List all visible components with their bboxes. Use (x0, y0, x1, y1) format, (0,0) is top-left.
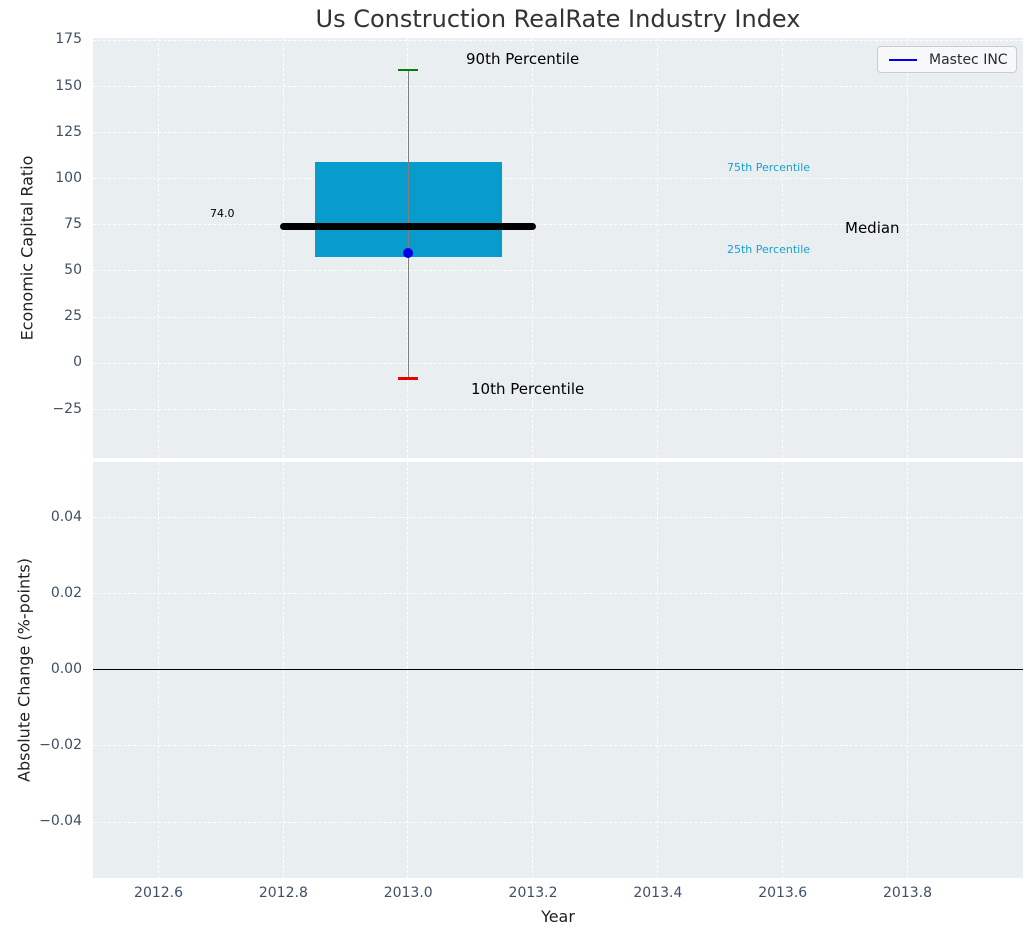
boxplot-p90-cap (397, 68, 419, 72)
gridline-horizontal (93, 516, 1023, 518)
xtick-label: 2012.8 (258, 885, 308, 901)
ytick-label: 0 (73, 354, 82, 371)
xtick-label: 2013.2 (508, 885, 558, 901)
xtick-label: 2013.0 (383, 885, 433, 901)
gridline-horizontal (93, 178, 1023, 180)
boxplot-median-line (280, 223, 537, 231)
gridline-vertical (532, 38, 534, 458)
gridline-horizontal (93, 85, 1023, 87)
ytick-label: 125 (55, 123, 82, 140)
zero-line (93, 669, 1023, 671)
ytick-label: 50 (64, 262, 82, 279)
company-point (403, 248, 414, 259)
ytick-label: 25 (64, 308, 82, 325)
median-value-label: 74.0 (210, 207, 235, 220)
xtick-label: 2012.6 (134, 885, 184, 901)
ytick-label: 150 (55, 77, 82, 94)
chart-title: Us Construction RealRate Industry Index (315, 5, 801, 33)
axes-economic-capital-ratio: 90th Percentile 10th Percentile 74.0 75th P… (93, 38, 1023, 458)
ytick-label: 100 (55, 169, 82, 186)
p10-label: 10th Percentile (471, 380, 585, 398)
gridline-vertical (906, 38, 908, 458)
median-label: Median (845, 219, 900, 237)
gridline-horizontal (93, 224, 1023, 226)
legend: Mastec INC (877, 46, 1017, 73)
ytick-label: 0.00 (50, 661, 82, 677)
p75-label: 75th Percentile (727, 161, 811, 174)
gridline-horizontal (93, 316, 1023, 318)
gridline-horizontal (93, 593, 1023, 595)
gridline-horizontal (93, 39, 1023, 41)
xlabel-year: Year (541, 907, 575, 926)
gridline-vertical (781, 38, 783, 458)
gridline-horizontal (93, 362, 1023, 364)
legend-label: Mastec INC (929, 51, 1008, 68)
ytick-label: −25 (52, 400, 82, 417)
legend-line-icon (889, 58, 917, 61)
xtick-label: 2013.4 (633, 885, 683, 901)
ytick-label: 75 (64, 216, 82, 232)
gridline-horizontal (93, 131, 1023, 133)
gridline-horizontal (93, 821, 1023, 823)
xtick-label: 2013.8 (883, 885, 933, 901)
p90-label: 90th Percentile (466, 50, 580, 68)
ytick-label: −0.02 (39, 737, 82, 754)
gridline-horizontal (93, 408, 1023, 410)
ytick-label: 0.02 (50, 584, 82, 601)
gridline-horizontal (93, 745, 1023, 747)
p25-label: 25th Percentile (727, 243, 811, 256)
gridline-horizontal (93, 270, 1023, 272)
ytick-label: 0.04 (50, 508, 82, 525)
gridline-vertical (657, 38, 659, 458)
axes-absolute-change (93, 462, 1023, 878)
ytick-label: −0.04 (39, 813, 82, 830)
boxplot-p10-cap (397, 376, 419, 380)
xtick-label: 2013.6 (758, 885, 808, 901)
gridline-vertical (282, 38, 284, 458)
ytick-label: 175 (55, 31, 82, 48)
gridline-vertical (157, 38, 159, 458)
